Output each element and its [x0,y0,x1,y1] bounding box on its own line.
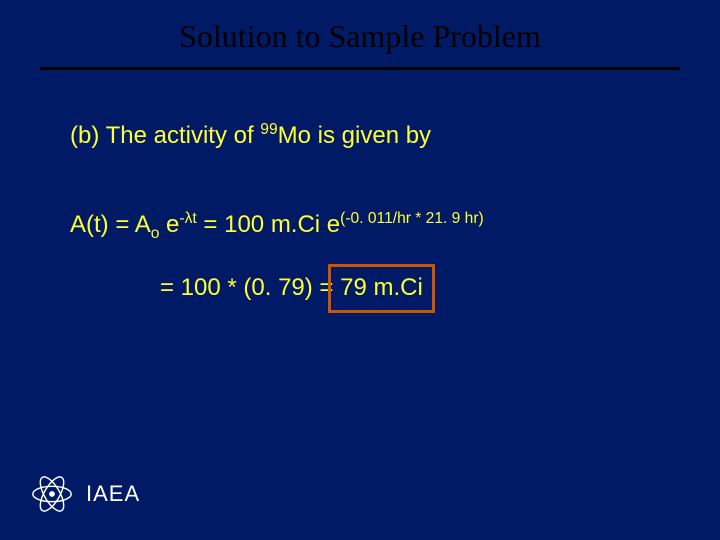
body-line-1: (b) The activity of 99Mo is given by [70,120,660,151]
eq-lhs: A(t) = A [70,211,151,238]
body-line-2: A(t) = Ao e-λt = 100 m.Ci e(-0. 011/hr *… [70,209,660,244]
answer-value: 79 m.Ci [340,274,423,301]
eq-mid: = 100 m.Ci e [197,211,340,238]
line3-a: = 100 * (0. 79) = [160,274,340,301]
isotope-mass-number: 99 [260,121,277,138]
line1-suffix: is given by [311,122,431,149]
footer: IAEA [28,470,140,518]
slide-title: Solution to Sample Problem [0,0,720,67]
line1-prefix: (b) The activity of [70,122,260,149]
eq-e1: e [159,211,179,238]
isotope-symbol: Mo [278,122,311,149]
iaea-logo-icon [28,470,76,518]
slide-body: (b) The activity of 99Mo is given by A(t… [0,70,720,303]
body-line-3: = 100 * (0. 79) = 79 m.Ci [160,272,660,303]
footer-label: IAEA [86,481,140,507]
exp2: (-0. 011/hr * 21. 9 hr) [340,210,484,227]
